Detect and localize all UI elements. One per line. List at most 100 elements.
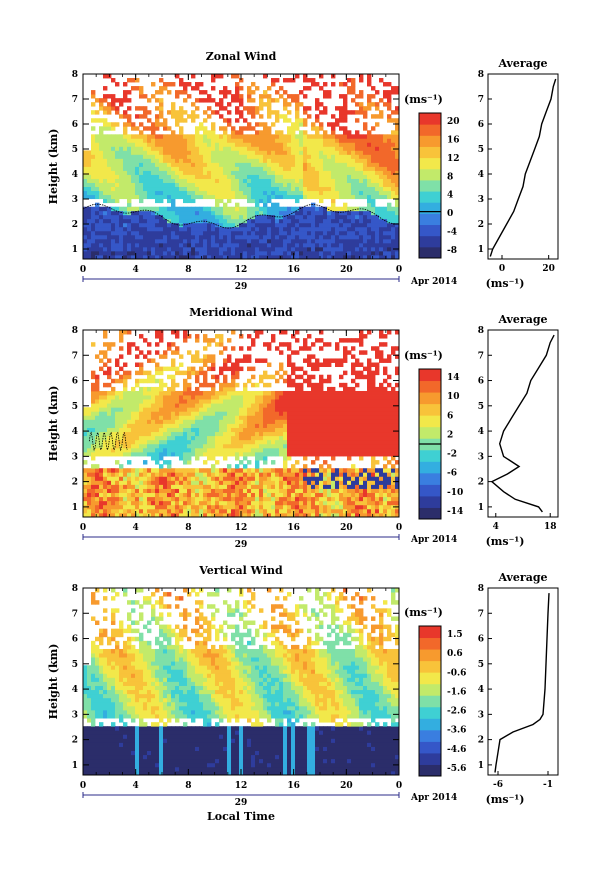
heatmap-cell bbox=[235, 138, 239, 142]
heatmap-cell bbox=[215, 476, 219, 480]
heatmap-cell bbox=[307, 363, 311, 367]
heatmap-cell bbox=[139, 403, 143, 407]
heatmap-cell bbox=[83, 235, 87, 239]
heatmap-cell bbox=[187, 215, 191, 219]
heatmap-cell bbox=[91, 251, 95, 255]
heatmap-cell bbox=[195, 501, 199, 505]
heatmap-cell bbox=[183, 480, 187, 484]
heatmap-cell bbox=[131, 476, 135, 480]
heatmap-cell bbox=[235, 158, 239, 162]
heatmap-cell bbox=[203, 472, 207, 476]
heatmap-cell bbox=[331, 138, 335, 142]
heatmap-cell bbox=[263, 383, 267, 387]
heatmap-cell bbox=[391, 138, 395, 142]
heatmap-cell bbox=[291, 468, 295, 472]
heatmap-cell bbox=[291, 350, 295, 354]
heatmap-cell bbox=[295, 387, 299, 391]
heatmap-cell bbox=[375, 90, 379, 94]
heatmap-cell bbox=[379, 78, 383, 82]
heatmap-cell bbox=[175, 346, 179, 350]
heatmap-cell bbox=[199, 436, 203, 440]
heatmap-cell bbox=[307, 86, 311, 90]
heatmap-cell bbox=[95, 235, 99, 239]
heatmap-cell bbox=[263, 415, 267, 419]
heatmap-cell bbox=[331, 142, 335, 146]
heatmap-cell bbox=[103, 179, 107, 183]
heatmap-cell bbox=[115, 142, 119, 146]
heatmap-cell bbox=[323, 239, 327, 243]
heatmap-cell bbox=[315, 239, 319, 243]
heatmap-cell bbox=[103, 134, 107, 138]
heatmap-cell bbox=[167, 440, 171, 444]
heatmap-cell bbox=[163, 444, 167, 448]
heatmap-cell bbox=[143, 215, 147, 219]
heatmap-cell bbox=[167, 432, 171, 436]
heatmap-cell bbox=[127, 106, 131, 110]
heatmap-cell bbox=[127, 395, 131, 399]
heatmap-cell bbox=[303, 130, 307, 134]
heatmap-cell bbox=[123, 424, 127, 428]
heatmap-cell bbox=[139, 90, 143, 94]
heatmap-cell bbox=[279, 444, 283, 448]
heatmap-cell bbox=[275, 395, 279, 399]
heatmap-cell bbox=[203, 251, 207, 255]
heatmap-cell bbox=[279, 195, 283, 199]
heatmap-cell bbox=[215, 171, 219, 175]
heatmap-cell bbox=[219, 411, 223, 415]
heatmap-cell bbox=[163, 227, 167, 231]
heatmap-cell bbox=[223, 497, 227, 501]
heatmap-cell bbox=[163, 251, 167, 255]
heatmap-cell bbox=[327, 122, 331, 126]
heatmap-cell bbox=[279, 207, 283, 211]
heatmap-cell bbox=[155, 440, 159, 444]
heatmap-cell bbox=[287, 358, 291, 362]
heatmap-cell bbox=[343, 195, 347, 199]
heatmap-cell bbox=[279, 436, 283, 440]
heatmap-cell bbox=[263, 171, 267, 175]
heatmap-cell bbox=[203, 436, 207, 440]
heatmap-cell bbox=[235, 191, 239, 195]
heatmap-cell bbox=[263, 223, 267, 227]
heatmap-cell bbox=[307, 375, 311, 379]
heatmap-cell bbox=[351, 138, 355, 142]
heatmap-cell bbox=[203, 247, 207, 251]
heatmap-cell bbox=[215, 167, 219, 171]
heatmap-cell bbox=[375, 154, 379, 158]
heatmap-cell bbox=[115, 179, 119, 183]
heatmap-cell bbox=[195, 480, 199, 484]
heatmap-cell bbox=[323, 227, 327, 231]
heatmap-cell bbox=[219, 399, 223, 403]
heatmap-cell bbox=[163, 86, 167, 90]
heatmap-cell bbox=[211, 452, 215, 456]
heatmap-cell bbox=[99, 391, 103, 395]
heatmap-cell bbox=[287, 243, 291, 247]
heatmap-cell bbox=[295, 330, 299, 334]
heatmap-cell bbox=[151, 428, 155, 432]
heatmap-cell bbox=[383, 175, 387, 179]
heatmap-cell bbox=[183, 142, 187, 146]
heatmap-cell bbox=[247, 183, 251, 187]
heatmap-cell bbox=[319, 134, 323, 138]
heatmap-cell bbox=[135, 171, 139, 175]
heatmap-cell bbox=[91, 403, 95, 407]
heatmap-cell bbox=[83, 154, 87, 158]
heatmap-cell bbox=[151, 251, 155, 255]
heatmap-cell bbox=[379, 223, 383, 227]
heatmap-cell bbox=[127, 223, 131, 227]
heatmap-cell bbox=[375, 114, 379, 118]
heatmap-cell bbox=[147, 424, 151, 428]
heatmap-cell bbox=[227, 251, 231, 255]
heatmap-cell bbox=[303, 371, 307, 375]
heatmap-cell bbox=[351, 239, 355, 243]
heatmap-cell bbox=[147, 371, 151, 375]
heatmap-cell bbox=[235, 448, 239, 452]
heatmap-cell bbox=[271, 134, 275, 138]
heatmap-cell bbox=[115, 489, 119, 493]
heatmap-cell bbox=[171, 489, 175, 493]
heatmap-cell bbox=[127, 235, 131, 239]
heatmap-cell bbox=[287, 354, 291, 358]
heatmap-cell bbox=[127, 162, 131, 166]
heatmap-cell bbox=[295, 243, 299, 247]
heatmap-cell bbox=[251, 472, 255, 476]
heatmap-cell bbox=[131, 183, 135, 187]
